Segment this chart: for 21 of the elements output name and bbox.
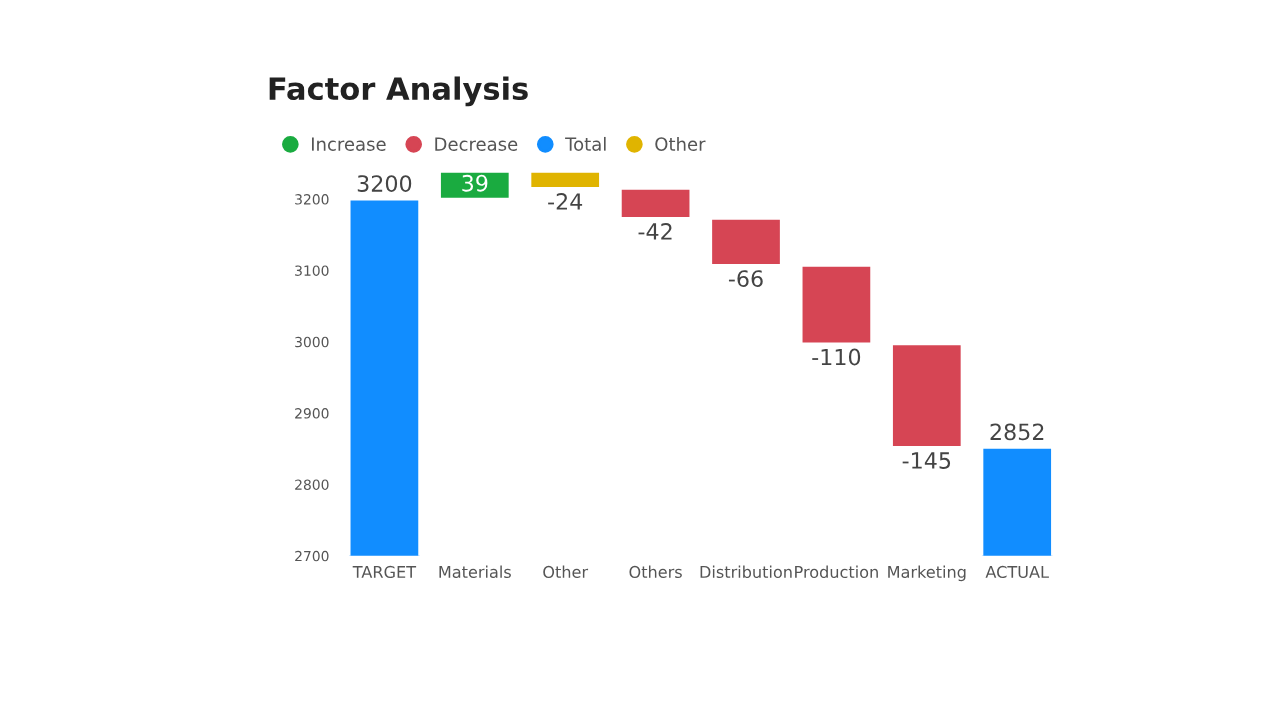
data-label: 3200 (357, 175, 412, 192)
data-label: 39 (462, 174, 488, 192)
x-tick-label: TARGET (352, 565, 417, 579)
x-tick-label: Materials (439, 565, 511, 579)
data-label: -145 (902, 452, 951, 469)
data-label: -24 (548, 193, 583, 210)
x-tick-label: Marketing (888, 565, 966, 582)
data-label: -110 (812, 348, 861, 366)
legend-label: Total (565, 136, 606, 151)
data-label: -66 (728, 270, 763, 287)
x-tick-label: ACTUAL (985, 565, 1049, 579)
x-tick-label: Distribution (700, 565, 792, 579)
x-tick-label: Other (543, 565, 589, 579)
chart-title: Factor Analysis (269, 76, 528, 107)
legend-label: Increase (311, 137, 386, 151)
x-tick-label: Others (629, 565, 682, 579)
legend-label: Other (655, 136, 706, 151)
data-label: -42 (638, 223, 672, 240)
legend-label: Decrease (435, 137, 518, 151)
x-tick-label: Production (795, 565, 878, 579)
data-label: 2852 (990, 423, 1044, 441)
